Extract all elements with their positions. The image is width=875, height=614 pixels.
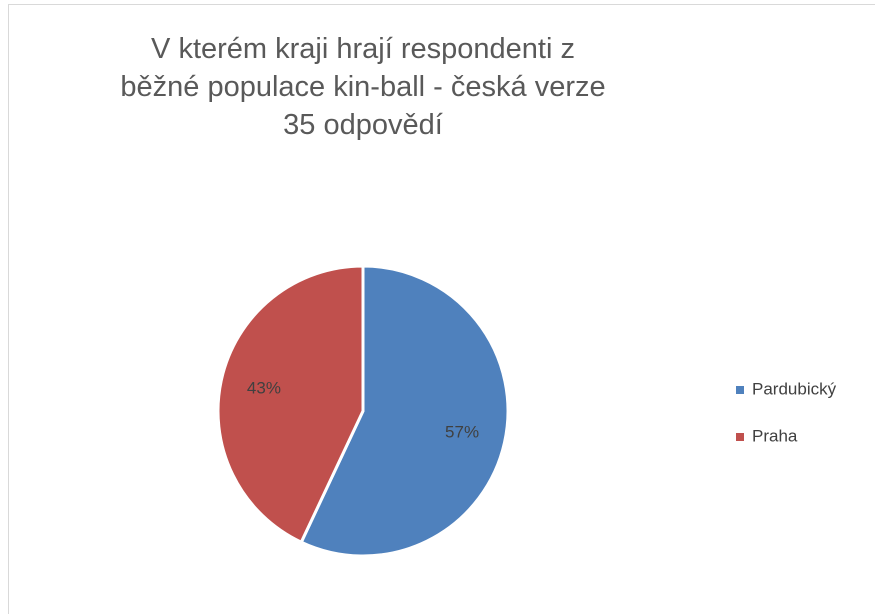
pie-slice — [299, 264, 510, 558]
data-label: 43% — [247, 378, 281, 397]
chart-frame — [8, 4, 875, 614]
legend-swatch — [736, 386, 744, 394]
legend-label: Pardubický — [752, 379, 837, 398]
data-label: 57% — [445, 423, 479, 442]
pie-slice — [216, 264, 365, 545]
chart-title-block: V kterém kraji hrají respondenti z běžné… — [113, 30, 613, 144]
chart-subtitle: 35 odpovědí — [283, 109, 443, 141]
legend-swatch — [736, 433, 744, 441]
chart-title: V kterém kraji hrají respondenti z běžné… — [120, 33, 606, 103]
legend-label: Praha — [752, 426, 798, 445]
